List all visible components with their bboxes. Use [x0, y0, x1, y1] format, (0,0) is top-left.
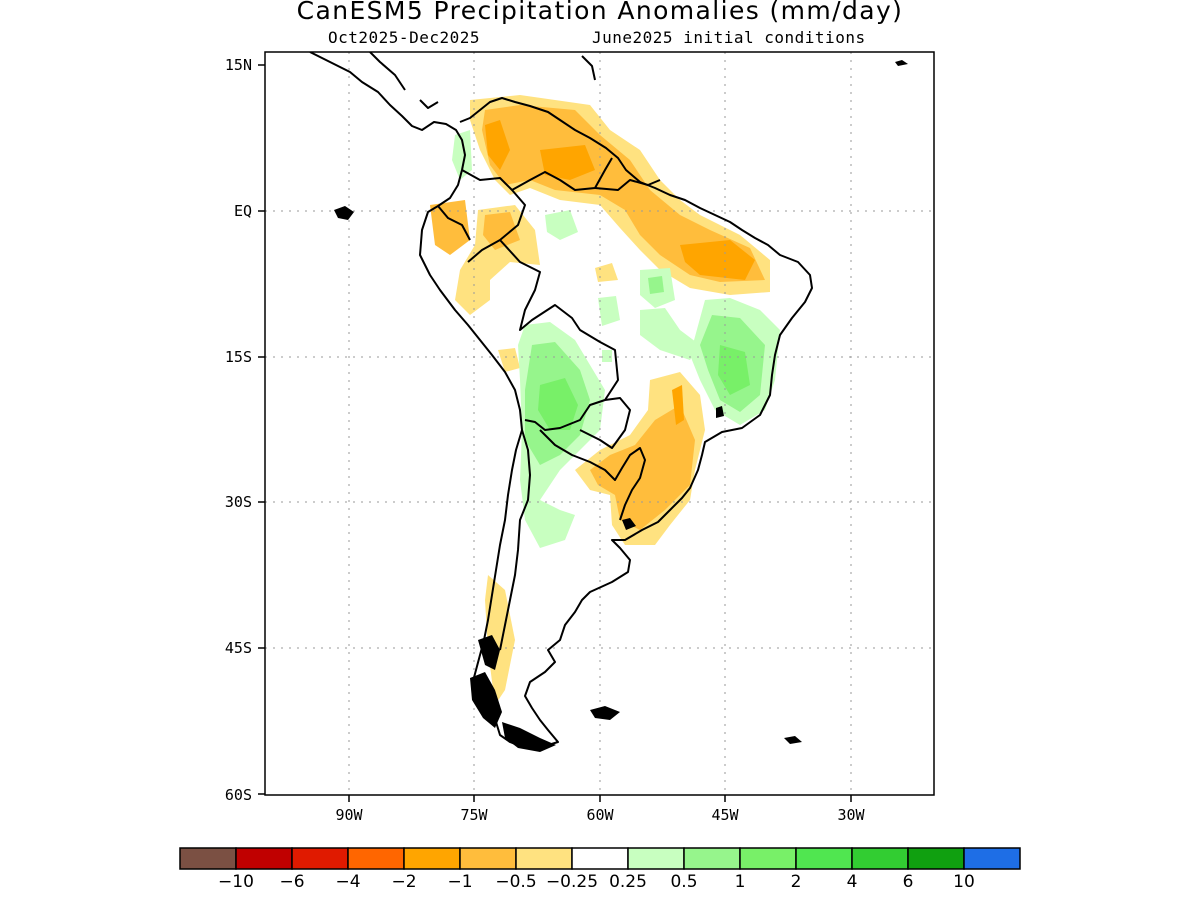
- colorbar-swatch: [851, 847, 909, 870]
- initial-conditions: June2025 initial conditions: [592, 28, 866, 47]
- lon-label-60w: 60W: [586, 806, 614, 824]
- colorbar-swatch: [683, 847, 741, 870]
- colorbar-label: −2: [391, 872, 416, 892]
- colorbar-swatch: [627, 847, 685, 870]
- colorbar-swatch: [291, 847, 349, 870]
- colorbar-label: −6: [279, 872, 304, 892]
- colorbar-label: −0.5: [495, 872, 536, 892]
- colorbar-swatch: [571, 847, 629, 870]
- dry-anomalies: [430, 95, 770, 705]
- colorbar-label: 10: [953, 872, 975, 892]
- colorbar-label: 6: [903, 872, 914, 892]
- colorbar-swatch: [403, 847, 461, 870]
- lat-label-eq: EQ: [234, 202, 252, 220]
- lat-label-15s: 15S: [225, 348, 252, 366]
- lat-label-15n: 15N: [225, 56, 252, 74]
- colorbar-label: −4: [335, 872, 360, 892]
- colorbar-swatch: [739, 847, 797, 870]
- colorbar-label: −0.25: [546, 872, 598, 892]
- coastlines: [309, 52, 813, 749]
- lon-label-90w: 90W: [335, 806, 363, 824]
- lat-label-30s: 30S: [225, 493, 252, 511]
- colorbar-swatch: [963, 847, 1021, 870]
- colorbar-swatch: [907, 847, 965, 870]
- colorbar-swatch: [235, 847, 293, 870]
- colorbar-label: 4: [847, 872, 858, 892]
- map-area: [265, 52, 934, 795]
- islands: [334, 60, 908, 752]
- lat-label-60s: 60S: [225, 786, 252, 804]
- colorbar-swatch: [179, 847, 237, 870]
- colorbar-label: −1: [447, 872, 472, 892]
- colorbar: −10 −6 −4 −2 −1 −0.5 −0.25 0.25 0.5 1 2 4 6 10: [179, 847, 1021, 892]
- lon-label-45w: 45W: [711, 806, 739, 824]
- colorbar-label: 2: [791, 872, 802, 892]
- colorbar-swatch: [347, 847, 405, 870]
- colorbar-swatch: [795, 847, 853, 870]
- lon-label-75w: 75W: [460, 806, 488, 824]
- axis-ticks: [258, 64, 852, 802]
- colorbar-label: 0.5: [670, 872, 697, 892]
- lon-label-30w: 30W: [837, 806, 865, 824]
- lat-label-45s: 45S: [225, 639, 252, 657]
- map-title: CanESM5 Precipitation Anomalies (mm/day): [296, 0, 904, 25]
- colorbar-swatch: [459, 847, 517, 870]
- forecast-period: Oct2025-Dec2025: [328, 28, 480, 47]
- wet-anomalies: [452, 130, 780, 548]
- colorbar-label: 0.25: [609, 872, 647, 892]
- colorbar-label: −10: [218, 872, 254, 892]
- colorbar-label: 1: [735, 872, 746, 892]
- colorbar-swatch: [515, 847, 573, 870]
